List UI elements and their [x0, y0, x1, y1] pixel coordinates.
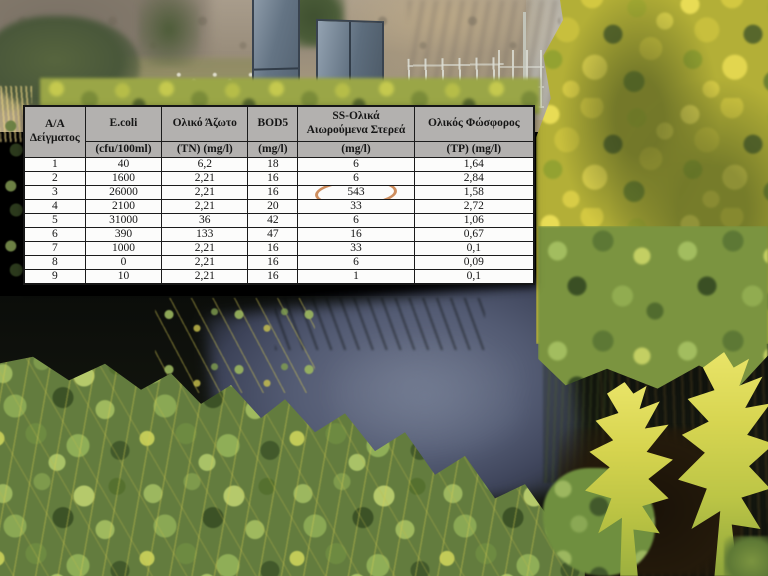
table-header: Α/Α Δείγματος E.coli Ολικό Άζωτο BOD5 SS… [23, 105, 535, 158]
table-cell: 2,21 [161, 241, 249, 256]
table-row: 8 0 2,21 16 6 0,09 [23, 255, 535, 270]
table-row: 2 1600 2,21 16 6 2,84 [23, 171, 535, 186]
table-cell: 33 [297, 241, 415, 256]
table-cell: 2100 [84, 199, 163, 214]
water-quality-table: Α/Α Δείγματος E.coli Ολικό Άζωτο BOD5 SS… [23, 105, 535, 285]
table-cell: 0 [84, 255, 163, 270]
table-cell: 5 [23, 213, 86, 228]
table-row: 5 31000 36 42 6 1,06 [23, 213, 535, 228]
table-cell: 16 [247, 185, 299, 200]
table-cell: 20 [247, 199, 299, 214]
table-cell: 6 [297, 157, 415, 172]
table-cell: 8 [23, 255, 86, 270]
table-cell: 1,06 [413, 213, 535, 228]
table-row: 3 26000 2,21 16 543 1,58 [23, 185, 535, 200]
unit-total-nitrogen: (TN) (mg/l) [161, 141, 249, 158]
table-cell: 40 [84, 157, 163, 172]
table-cell: 2,21 [161, 171, 249, 186]
table-cell: 0,1 [413, 241, 535, 256]
table-row: 7 1000 2,21 16 33 0,1 [23, 241, 535, 256]
table-cell: 42 [247, 213, 299, 228]
table-cell: 0,09 [413, 255, 535, 270]
table-cell: 16 [297, 227, 415, 242]
table-cell: 16 [247, 255, 299, 270]
table-cell: 18 [247, 157, 299, 172]
table-row: 6 390 133 47 16 0,67 [23, 227, 535, 242]
col-header-total-nitrogen: Ολικό Άζωτο [161, 105, 249, 142]
green-bush-right [538, 226, 768, 389]
table-cell: 1 [297, 269, 415, 285]
table-cell: 6,2 [161, 157, 249, 172]
table-cell: 390 [84, 227, 163, 242]
col-header-suspended-solids: SS-Ολικά Αιωρούμενα Στερεά [297, 105, 415, 142]
table-cell: 6 [297, 213, 415, 228]
table-row: 1 40 6,2 18 6 1,64 [23, 157, 535, 172]
table-cell: 2,21 [161, 269, 249, 285]
unit-total-phosphorus: (TP) (mg/l) [413, 141, 535, 158]
col-header-sample-number: Α/Α Δείγματος [23, 105, 86, 158]
table-cell: 133 [161, 227, 249, 242]
table-row: 9 10 2,21 16 1 0,1 [23, 269, 535, 285]
table-row: 4 2100 2,21 20 33 2,72 [23, 199, 535, 214]
table-cell: 2,84 [413, 171, 535, 186]
table-cell: 2,21 [161, 185, 249, 200]
table-cell: 26000 [84, 185, 163, 200]
col-header-ecoli: E.coli [84, 105, 163, 142]
table-cell: 0,67 [413, 227, 535, 242]
table-cell: 31000 [84, 213, 163, 228]
table-cell: 1 [23, 157, 86, 172]
table-cell: 1,64 [413, 157, 535, 172]
table-cell: 1,58 [413, 185, 535, 200]
table-cell: 2,21 [161, 199, 249, 214]
table-cell: 1000 [84, 241, 163, 256]
table-cell: 7 [23, 241, 86, 256]
tree-left-top [138, 0, 200, 67]
table-cell: 6 [297, 171, 415, 186]
table-cell: 3 [23, 185, 86, 200]
table-cell: 4 [23, 199, 86, 214]
table-cell: 36 [161, 213, 249, 228]
table-cell: 6 [297, 255, 415, 270]
col-header-bod5: BOD5 [247, 105, 299, 142]
data-table: Α/Α Δείγματος E.coli Ολικό Άζωτο BOD5 SS… [23, 105, 535, 285]
table-cell: 33 [297, 199, 415, 214]
unit-suspended-solids: (mg/l) [297, 141, 415, 158]
sparse-sprigs [155, 298, 315, 393]
table-cell: 1600 [84, 171, 163, 186]
table-cell: 2,21 [161, 255, 249, 270]
col-header-total-phosphorus: Ολικός Φώσφορος [413, 105, 535, 142]
table-cell: 16 [247, 241, 299, 256]
table-cell: 16 [247, 171, 299, 186]
table-cell: 0,1 [413, 269, 535, 285]
table-cell: 2 [23, 171, 86, 186]
table-cell: 47 [247, 227, 299, 242]
table-cell: 10 [84, 269, 163, 285]
table-cell: 543 [297, 185, 415, 200]
table-body: 1 40 6,2 18 6 1,64 2 1600 2,21 16 6 2,84… [23, 157, 535, 285]
table-cell: 9 [23, 269, 86, 285]
table-cell: 16 [247, 269, 299, 285]
corner-leaves [724, 536, 768, 576]
sky-reflection-highlight [330, 338, 520, 453]
unit-ecoli: (cfu/100ml) [84, 141, 163, 158]
utility-pole [523, 12, 526, 108]
table-cell: 6 [23, 227, 86, 242]
unit-bod5: (mg/l) [247, 141, 299, 158]
table-cell: 2,72 [413, 199, 535, 214]
